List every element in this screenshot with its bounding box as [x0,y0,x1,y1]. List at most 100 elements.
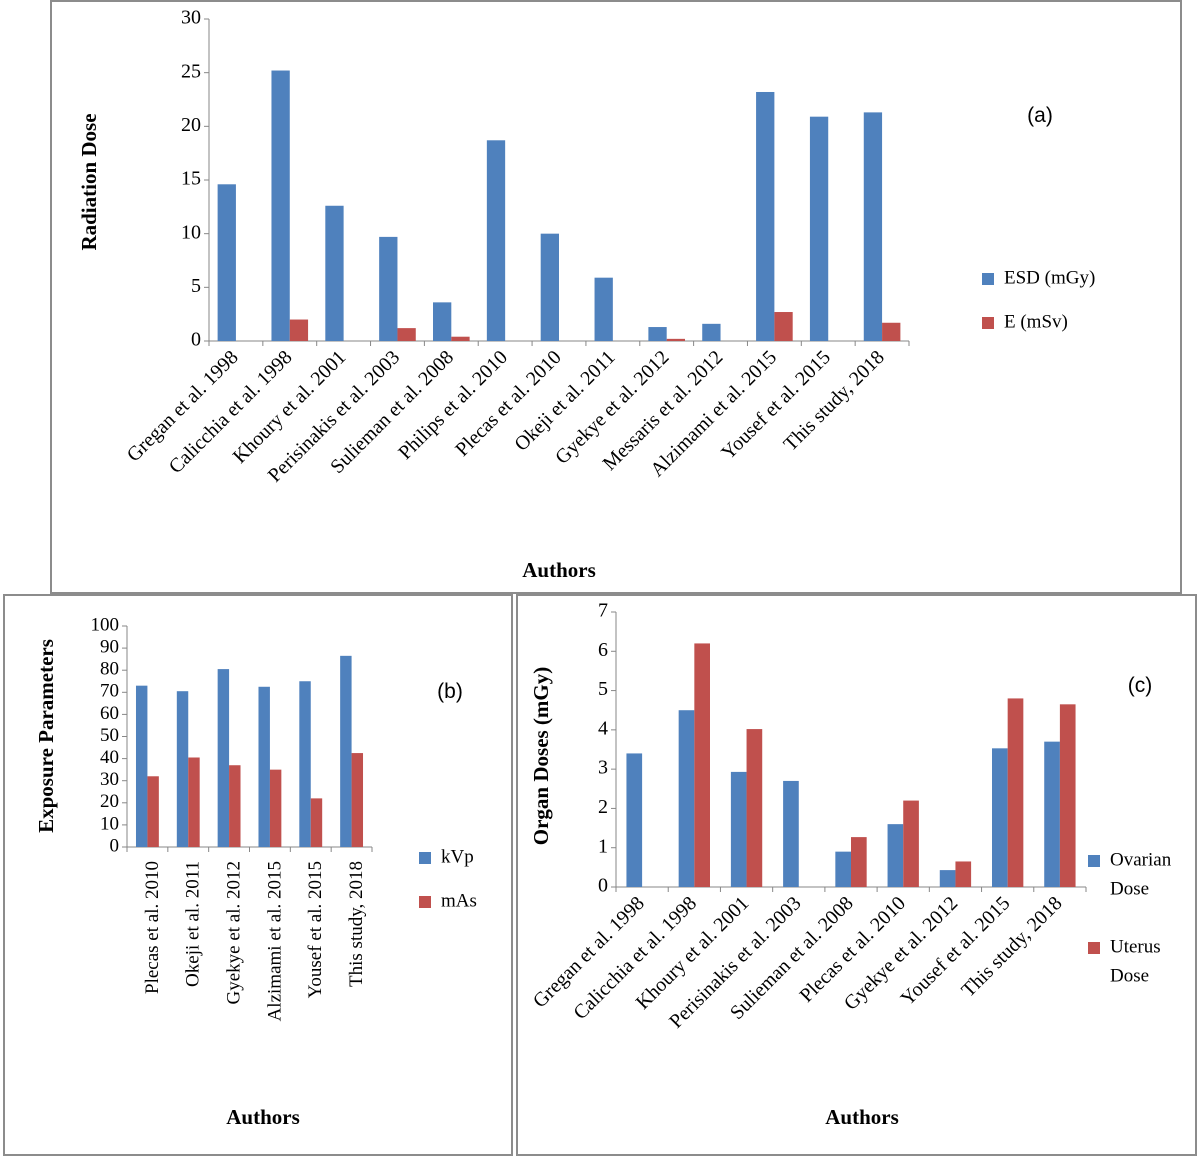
legend-swatch-series1 [982,273,994,285]
legend-swatch-series2 [1088,942,1100,954]
bar-series2 [451,336,470,341]
legend-label-series1: kVp [441,846,474,867]
legend-label-series2: E (mSv) [1004,311,1068,332]
y-tick-label: 30 [181,7,201,29]
x-category-label: Gyekye et al. 2012 [223,861,244,1005]
bar-series1 [756,91,775,341]
y-tick-label: 15 [181,168,201,190]
bar-series2 [774,312,793,341]
y-tick-label: 20 [181,114,201,136]
x-category-label: Alzimami et al. 2015 [264,861,285,1021]
bar-series1 [626,753,643,887]
bar-series1 [1044,741,1060,887]
legend-label-series2-line-1: Dose [1110,965,1149,986]
legend-swatch-series2 [419,896,431,908]
bar-series2 [694,643,710,887]
bar-series1 [135,685,148,847]
chart-panel-b: 0 10 20 30 40 50 60 70 80 90 100 Plecas et al. 2010… [3,594,513,1156]
y-tick-label: 80 [100,659,119,680]
chart-panel-a: 0 5 10 15 20 25 30 Gregan et al. 1998 Calicchia … [50,0,1182,594]
bar-series2 [1007,698,1024,887]
y-tick-label: 0 [110,835,120,856]
y-tick-label: 30 [100,769,119,790]
y-tick-label: 5 [598,678,608,700]
bar-series1 [217,669,230,847]
bar-series1 [783,780,799,887]
bar-series2 [397,328,416,341]
y-tick-label: 100 [91,614,120,635]
bar-series1 [939,870,956,887]
bar-series2 [289,319,309,341]
bar-series1 [594,277,613,341]
bar-series1 [299,681,311,847]
bar-series1 [835,851,851,887]
legend-label-series2-line-0: Uterus [1110,936,1161,957]
y-tick-label: 1 [598,835,608,857]
legend-swatch-series2 [982,317,994,329]
legend-swatch-series1 [419,852,431,864]
bar-series2 [851,837,867,887]
panel-label: (a) [1027,104,1053,127]
y-tick-label: 40 [100,747,119,768]
bar-series2 [903,800,919,887]
bar-series1 [379,236,398,341]
y-tick-label: 4 [598,717,608,739]
bar-series1 [702,323,721,341]
bar-series1 [486,140,506,341]
bar-series2 [666,338,685,341]
y-tick-label: 25 [181,60,201,82]
y-tick-label: 3 [598,757,608,779]
y-axis-title: Exposure Parameters [34,639,58,833]
y-axis-title: Radiation Dose [77,113,101,250]
bar-series1 [992,748,1008,887]
bar-series2 [310,798,323,847]
bar-series2 [746,729,763,887]
y-tick-label: 60 [100,703,119,724]
bar-series1 [809,116,829,341]
bar-series2 [188,757,200,847]
bar-series1 [540,233,559,341]
x-category-label: Plecas et al. 2010 [142,861,163,994]
y-tick-label: 10 [181,221,201,243]
bar-series1 [730,771,747,887]
y-tick-label: 0 [191,329,201,351]
bar-series2 [882,322,901,341]
y-tick-label: 50 [100,725,119,746]
legend-label-series1-line-1: Dose [1110,878,1149,899]
y-tick-label: 0 [598,875,608,897]
bar-series2 [147,776,159,847]
bar-series1 [271,70,290,342]
chart-panel-c: 0 1 2 3 4 5 6 7 Gregan et al. 1998 Calicchia et a… [516,594,1197,1156]
bar-series2 [351,753,364,847]
x-axis-title: Authors [825,1105,899,1129]
panel-label: (c) [1128,674,1153,697]
bar-series1 [176,691,189,847]
y-tick-label: 20 [100,791,119,812]
bar-series2 [955,861,972,887]
x-axis-title: Authors [522,558,596,582]
y-tick-label: 10 [100,813,119,834]
y-axis-title: Organ Doses (mGy) [529,667,553,845]
bar-series1 [217,184,236,341]
panel-label: (b) [437,680,463,703]
x-category-label: This study, 2018 [346,861,367,987]
y-tick-label: 5 [191,275,201,297]
x-category-label: This study, 2018 [780,346,889,455]
bar-series1 [648,327,667,341]
bar-series2 [1059,704,1076,887]
bar-series2 [229,765,241,847]
legend-label-series1: ESD (mGy) [1004,267,1095,288]
bar-series1 [863,112,883,341]
x-category-label: Okeji et al. 2011 [183,861,204,987]
bar-series1 [678,710,695,887]
bar-series1 [258,686,270,847]
legend-swatch-series1 [1088,855,1100,867]
bar-series2 [269,769,282,847]
bar-series1 [887,824,904,887]
y-tick-label: 7 [598,600,608,622]
x-axis-title: Authors [226,1105,300,1129]
bar-series1 [340,655,352,847]
